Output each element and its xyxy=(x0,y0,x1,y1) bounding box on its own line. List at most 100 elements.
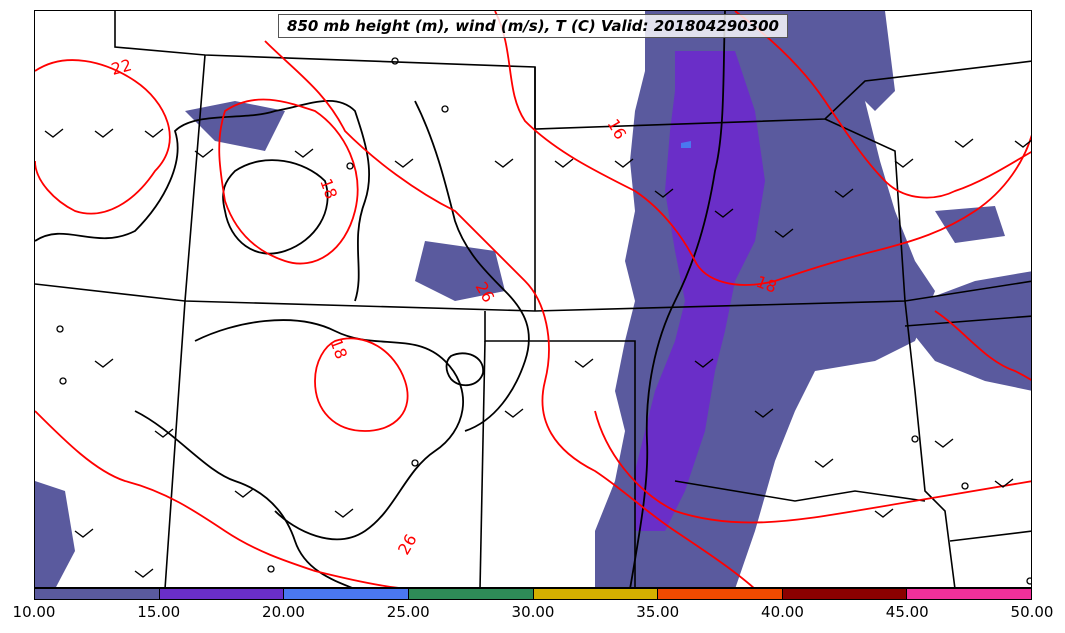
temp-label: 22 xyxy=(109,55,134,79)
wind-barb xyxy=(814,458,834,468)
calm-markers xyxy=(56,57,1031,585)
wind-barb xyxy=(754,408,774,418)
temp-contour-southwest xyxy=(35,410,400,587)
wind-barb xyxy=(694,358,714,368)
border-inner xyxy=(479,340,486,587)
temp-contour-west-22 xyxy=(35,59,171,215)
wind-shade-right-blob xyxy=(935,206,1005,243)
wind-barb xyxy=(94,358,114,368)
wind-barb xyxy=(1014,139,1031,148)
calm-marker xyxy=(346,162,354,170)
colorbar-tick-label: 20.00 xyxy=(262,603,305,621)
wind-speed-colorbar xyxy=(34,588,1032,600)
calm-marker xyxy=(267,565,275,573)
map-panel: 22 18 16 26 18 18 26 xyxy=(34,10,1032,588)
temp-contour-26 xyxy=(314,337,409,432)
colorbar-segment xyxy=(658,589,783,599)
height-contour-main xyxy=(629,11,726,587)
temp-contour-18-a xyxy=(218,98,359,265)
height-contour-mid-east xyxy=(414,100,530,432)
colorbar-segment xyxy=(284,589,409,599)
wind-barb xyxy=(954,138,974,148)
calm-marker xyxy=(56,325,64,333)
wind-barb xyxy=(44,128,64,138)
border-4-corners xyxy=(484,311,636,587)
wind-barb xyxy=(504,408,524,418)
wind-barbs xyxy=(44,128,1031,578)
temp-contour-east xyxy=(734,11,1031,199)
colorbar-segment xyxy=(35,589,160,599)
wind-barb xyxy=(614,158,634,168)
colorbar-tick-label: 50.00 xyxy=(1010,603,1054,621)
wind-barb xyxy=(574,358,594,368)
temp-contour-central xyxy=(264,40,755,587)
wind-speed-shading xyxy=(35,11,1031,587)
colorbar-segment xyxy=(782,589,908,599)
colorbar-tick-label: 30.00 xyxy=(511,603,555,621)
wind-shade-small-blue xyxy=(681,141,691,148)
height-contour-upper-west xyxy=(35,100,371,302)
wind-barb xyxy=(774,228,794,238)
wind-barb xyxy=(394,158,414,168)
border-bottom-right xyxy=(949,530,1031,542)
wind-shade-upper-right xyxy=(815,11,895,111)
map-canvas: 22 18 16 26 18 18 26 xyxy=(35,11,1031,587)
wind-barb xyxy=(714,208,734,218)
wind-barb xyxy=(94,128,114,138)
colorbar-tick-label: 40.00 xyxy=(761,603,804,621)
state-borders xyxy=(35,11,1031,587)
wind-barb xyxy=(144,128,164,138)
temp-label: 18 xyxy=(316,176,341,202)
wind-shade-bottom-left xyxy=(35,481,75,587)
wind-barb xyxy=(994,478,1014,488)
border-right-vertical xyxy=(824,118,956,587)
colorbar-tick-label: 15.00 xyxy=(137,603,181,621)
temp-contour-right xyxy=(934,310,1031,381)
wind-barb xyxy=(874,508,894,518)
height-contour-inner-loop xyxy=(222,159,329,255)
calm-marker xyxy=(391,57,399,65)
calm-marker xyxy=(1026,577,1031,585)
border-mid-horizontal xyxy=(35,280,1031,312)
temp-label: 26 xyxy=(394,531,421,558)
colorbar-tick-label: 35.00 xyxy=(636,603,680,621)
height-contour-oval xyxy=(445,352,484,387)
colorbar-tick-label: 45.00 xyxy=(885,603,929,621)
colorbar-segment xyxy=(533,589,659,599)
colorbar-tick-label: 10.00 xyxy=(12,603,56,621)
border-tx xyxy=(674,480,926,502)
colorbar-tick-label: 25.00 xyxy=(386,603,430,621)
temp-contour-southeast xyxy=(594,410,1031,524)
wind-barb xyxy=(74,528,94,538)
wind-shade-left-mid xyxy=(415,241,505,301)
temp-label: 18 xyxy=(326,336,351,362)
height-contours xyxy=(35,11,726,587)
wind-barb xyxy=(134,568,154,578)
wind-barb xyxy=(654,188,674,198)
calm-marker xyxy=(411,459,419,467)
calm-marker xyxy=(59,377,67,385)
wind-barb xyxy=(294,148,314,158)
wind-barb xyxy=(154,428,174,438)
wind-barb xyxy=(494,158,514,168)
wind-barb xyxy=(234,488,254,498)
temp-contour-18-mid xyxy=(494,11,1031,286)
colorbar-segment xyxy=(408,589,534,599)
border-vertical-1 xyxy=(164,54,206,587)
colorbar-segment xyxy=(159,589,285,599)
wind-barb xyxy=(934,438,954,448)
height-contour-lower xyxy=(134,410,353,587)
height-contour-central xyxy=(194,319,464,541)
temp-label: 16 xyxy=(604,116,631,143)
wind-shade-right xyxy=(895,271,1031,391)
calm-marker xyxy=(441,105,449,113)
wind-barb xyxy=(894,158,914,168)
border-right-horizontal xyxy=(904,315,1031,327)
wind-shade-15-20-core xyxy=(635,51,765,531)
wind-barb xyxy=(334,508,354,518)
colorbar-segment xyxy=(907,589,1031,599)
wind-barb xyxy=(834,188,854,198)
wind-barb xyxy=(194,148,214,158)
calm-marker xyxy=(961,482,969,490)
temperature-contours xyxy=(35,11,1031,587)
